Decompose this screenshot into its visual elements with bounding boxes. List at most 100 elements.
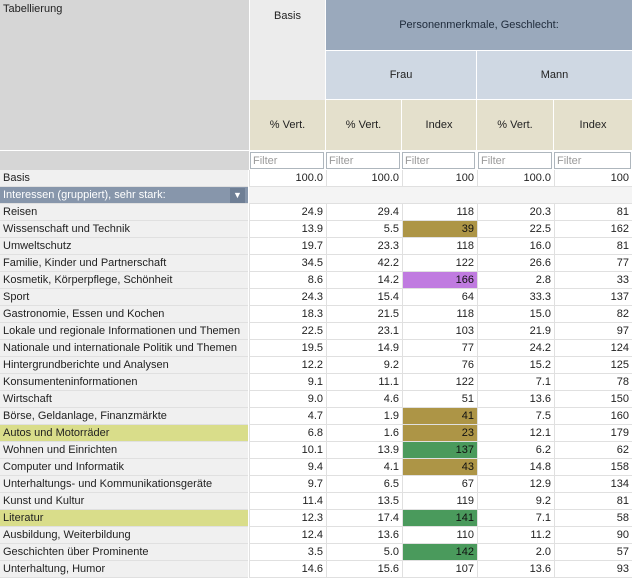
value-mann-vert: 7.1 bbox=[477, 374, 554, 391]
value-mann-index: 124 bbox=[554, 340, 632, 357]
value-frau-vert: 15.6 bbox=[326, 561, 402, 578]
value-mann-index: 160 bbox=[554, 408, 632, 425]
row-label: Computer und Informatik bbox=[0, 459, 248, 476]
table-row[interactable]: Unterhaltungs- und Kommunikationsgeräte 9… bbox=[0, 476, 632, 493]
value-basis-vert: 12.2 bbox=[249, 357, 326, 374]
value-mann-index: 82 bbox=[554, 306, 632, 323]
value-frau-vert: 23.1 bbox=[326, 323, 402, 340]
value-mann-index: 158 bbox=[554, 459, 632, 476]
value-basis-vert: 10.1 bbox=[249, 442, 326, 459]
value-mann-index: 81 bbox=[554, 238, 632, 255]
value-frau-vert: 21.5 bbox=[326, 306, 402, 323]
value-frau-vert: 1.9 bbox=[326, 408, 402, 425]
table-row[interactable]: Wirtschaft 9.0 4.6 51 13.6 150 bbox=[0, 391, 632, 408]
value-basis-vert: 9.4 bbox=[249, 459, 326, 476]
value-mann-index: 150 bbox=[554, 391, 632, 408]
basis-row: Basis 100.0 100.0 100 100.0 100 bbox=[0, 170, 632, 187]
value-mann-index: 77 bbox=[554, 255, 632, 272]
value-basis-vert: 19.5 bbox=[249, 340, 326, 357]
value-frau-index: 119 bbox=[402, 493, 477, 510]
table-row[interactable]: Konsumenteninformationen 9.1 11.1 122 7.1 78 bbox=[0, 374, 632, 391]
value-frau-index: 118 bbox=[402, 306, 477, 323]
table-row[interactable]: Gastronomie, Essen und Kochen 18.3 21.5 118… bbox=[0, 306, 632, 323]
group-row-fill bbox=[249, 187, 632, 204]
value-mann-vert: 14.8 bbox=[477, 459, 554, 476]
value-basis-vert: 12.3 bbox=[249, 510, 326, 527]
col-header-frau-vert: % Vert. bbox=[326, 100, 401, 150]
col-header-mann-vert: % Vert. bbox=[477, 100, 553, 150]
value-frau-vert: 4.6 bbox=[326, 391, 402, 408]
filter-row-spacer bbox=[0, 151, 249, 170]
table-row[interactable]: Geschichten über Prominente 3.5 5.0 142 2.0 5… bbox=[0, 544, 632, 561]
value-mann-vert: 15.2 bbox=[477, 357, 554, 374]
value-frau-vert: 11.1 bbox=[326, 374, 402, 391]
value-frau-index: 142 bbox=[402, 544, 477, 561]
value-basis-vert: 22.5 bbox=[249, 323, 326, 340]
table-row[interactable]: Literatur 12.3 17.4 141 7.1 58 bbox=[0, 510, 632, 527]
filter-input-basis[interactable]: Filter bbox=[250, 152, 324, 169]
filter-input-frau-index[interactable]: Filter bbox=[402, 152, 475, 169]
value-mann-index: 57 bbox=[554, 544, 632, 561]
personenmerkmale-group-header: Personenmerkmale, Geschlecht: bbox=[326, 0, 632, 50]
row-label: Wirtschaft bbox=[0, 391, 248, 408]
table-row[interactable]: Nationale und internationale Politik und… bbox=[0, 340, 632, 357]
table-row[interactable]: Lokale und regionale Informationen und T… bbox=[0, 323, 632, 340]
table-row[interactable]: Unterhaltung, Humor 14.6 15.6 107 13.6 93 bbox=[0, 561, 632, 578]
value-mann-index: 58 bbox=[554, 510, 632, 527]
row-label: Reisen bbox=[0, 204, 248, 221]
table-row[interactable]: Kunst und Kultur 11.4 13.5 119 9.2 81 bbox=[0, 493, 632, 510]
double-chevron-down-icon[interactable]: ▼ bbox=[230, 188, 245, 203]
row-label: Unterhaltungs- und Kommunikationsgeräte bbox=[0, 476, 248, 493]
value-mann-vert: 2.0 bbox=[477, 544, 554, 561]
value-basis-vert: 13.9 bbox=[249, 221, 326, 238]
table-row[interactable]: Kosmetik, Körperpflege, Schönheit 8.6 14.2… bbox=[0, 272, 632, 289]
value-mann-vert: 7.5 bbox=[477, 408, 554, 425]
table-row[interactable]: Hintergrundberichte und Analysen 12.2 9.2 7… bbox=[0, 357, 632, 374]
value-basis-vert: 9.1 bbox=[249, 374, 326, 391]
table-row[interactable]: Wissenschaft und Technik 13.9 5.5 39 22.5 162 bbox=[0, 221, 632, 238]
filter-input-mann-vert[interactable]: Filter bbox=[478, 152, 552, 169]
value-frau-vert: 5.0 bbox=[326, 544, 402, 561]
value-mann-vert: 2.8 bbox=[477, 272, 554, 289]
row-label: Familie, Kinder und Partnerschaft bbox=[0, 255, 248, 272]
table-row[interactable]: Reisen 24.9 29.4 118 20.3 81 bbox=[0, 204, 632, 221]
value-basis-vert: 14.6 bbox=[249, 561, 326, 578]
table-row[interactable]: Autos und Motorräder 6.8 1.6 23 12.1 179 bbox=[0, 425, 632, 442]
value-mann-vert: 7.1 bbox=[477, 510, 554, 527]
table-row[interactable]: Sport 24.3 15.4 64 33.3 137 bbox=[0, 289, 632, 306]
value-frau-vert: 14.9 bbox=[326, 340, 402, 357]
frau-header: Frau bbox=[326, 51, 476, 99]
value-frau-vert: 6.5 bbox=[326, 476, 402, 493]
value-frau-vert: 4.1 bbox=[326, 459, 402, 476]
value-basis-vert: 24.3 bbox=[249, 289, 326, 306]
value-frau-vert: 23.3 bbox=[326, 238, 402, 255]
row-label: Kosmetik, Körperpflege, Schönheit bbox=[0, 272, 248, 289]
table-row[interactable]: Computer und Informatik 9.4 4.1 43 14.8 158 bbox=[0, 459, 632, 476]
filter-input-frau-vert[interactable]: Filter bbox=[326, 152, 400, 169]
col-header-mann-index: Index bbox=[554, 100, 632, 150]
table-row[interactable]: Familie, Kinder und Partnerschaft 34.5 42.… bbox=[0, 255, 632, 272]
row-label: Wissenschaft und Technik bbox=[0, 221, 248, 238]
value-basis-vert: 6.8 bbox=[249, 425, 326, 442]
value-frau-index: 141 bbox=[402, 510, 477, 527]
value-frau-vert: 42.2 bbox=[326, 255, 402, 272]
value-frau-vert: 1.6 bbox=[326, 425, 402, 442]
table-row[interactable]: Umweltschutz 19.7 23.3 118 16.0 81 bbox=[0, 238, 632, 255]
value-mann-vert: 24.2 bbox=[477, 340, 554, 357]
table-row[interactable]: Ausbildung, Weiterbildung 12.4 13.6 110 11.2… bbox=[0, 527, 632, 544]
value-frau-index: 23 bbox=[402, 425, 477, 442]
value-basis-vert: 9.0 bbox=[249, 391, 326, 408]
value-mann-vert: 21.9 bbox=[477, 323, 554, 340]
value-basis-vert: 9.7 bbox=[249, 476, 326, 493]
table-row[interactable]: Wohnen und Einrichten 10.1 13.9 137 6.2 62 bbox=[0, 442, 632, 459]
filter-input-mann-index[interactable]: Filter bbox=[554, 152, 631, 169]
value-mann-vert: 9.2 bbox=[477, 493, 554, 510]
value-frau-vert: 29.4 bbox=[326, 204, 402, 221]
group-row[interactable]: Interessen (gruppiert), sehr stark: ▼ bbox=[0, 187, 632, 204]
table-row[interactable]: Börse, Geldanlage, Finanzmärkte 4.7 1.9 41 7… bbox=[0, 408, 632, 425]
value-frau-vert: 15.4 bbox=[326, 289, 402, 306]
value-frau-index: 107 bbox=[402, 561, 477, 578]
value-frau-index: 103 bbox=[402, 323, 477, 340]
value-frau-index: 122 bbox=[402, 255, 477, 272]
